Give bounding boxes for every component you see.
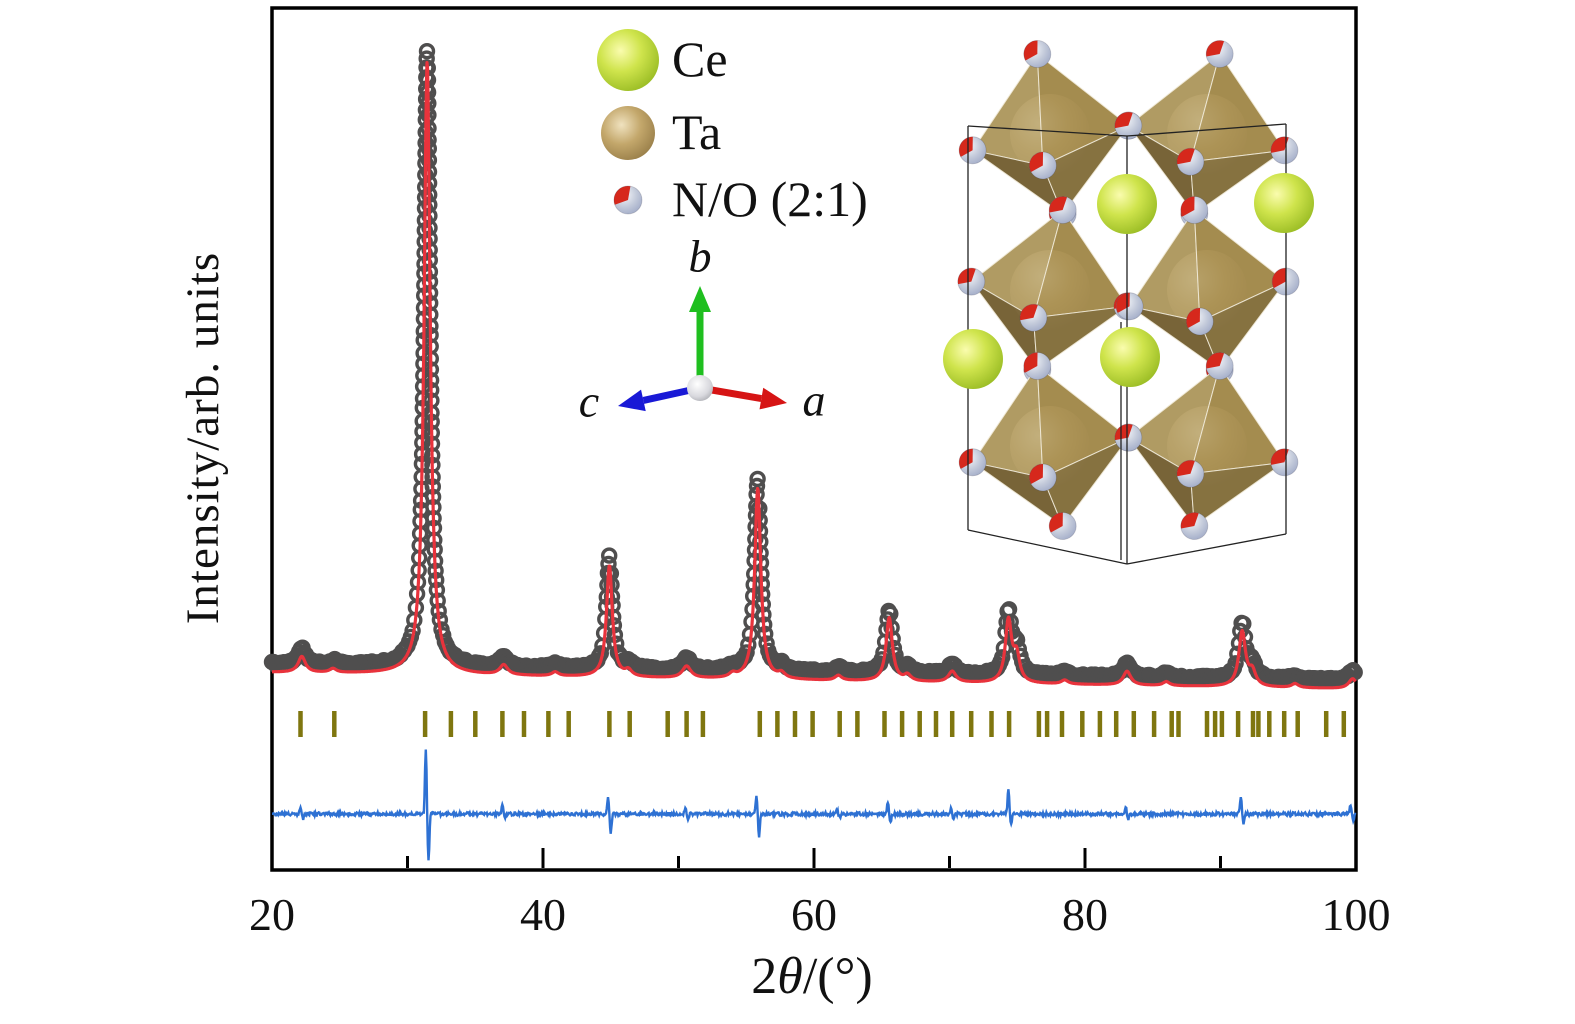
axis-c-label: c <box>578 375 600 427</box>
no-atom <box>1048 512 1077 540</box>
x-tick-labels: 20 40 60 80 100 <box>249 889 1391 940</box>
no-atom <box>1185 307 1214 336</box>
svg-text:80: 80 <box>1062 889 1108 940</box>
svg-text:20: 20 <box>249 889 295 940</box>
no-atom <box>958 448 987 477</box>
no-atom <box>1270 136 1299 165</box>
legend-label-ce: Ce <box>672 30 728 87</box>
no-atom <box>1023 40 1052 68</box>
x-axis-label-units: /(°) <box>802 948 873 1005</box>
axis-b-label: b <box>688 230 712 282</box>
bragg-tick-row <box>298 711 1347 737</box>
triad-origin-sphere <box>687 375 713 401</box>
ta-octahedron <box>958 352 1143 540</box>
ce-atom <box>1097 174 1157 234</box>
theta-symbol: θ <box>777 948 803 1005</box>
no-atom <box>1176 459 1205 488</box>
plot-frame <box>270 6 1358 872</box>
no-atom <box>1023 352 1052 380</box>
svg-text:60: 60 <box>791 889 837 940</box>
ce-sphere-icon <box>597 29 659 91</box>
no-sphere-icon <box>613 185 643 215</box>
no-atom <box>1028 463 1057 492</box>
x-axis-label-coefficient: 2 <box>751 948 778 1005</box>
crystal-axis-triad <box>618 286 787 412</box>
no-atom <box>1180 196 1209 224</box>
no-atom <box>1019 303 1048 332</box>
axis-a-label: a <box>802 374 826 426</box>
ce-atom <box>1100 327 1160 387</box>
no-atom <box>1205 40 1234 68</box>
ta-octahedron <box>1115 196 1300 384</box>
ta-sphere-icon <box>601 106 655 160</box>
crystal-structure-inset <box>943 40 1314 565</box>
svg-text:40: 40 <box>520 889 566 940</box>
y-axis-label: Intensity/arb. units <box>177 251 229 625</box>
legend-markers <box>597 29 659 215</box>
no-atom <box>958 136 987 165</box>
legend-label-no: N/O (2:1) <box>672 170 868 227</box>
difference-curve <box>272 749 1357 861</box>
no-atom <box>1176 147 1205 176</box>
no-atom <box>1180 512 1209 540</box>
ce-atom <box>943 329 1003 389</box>
x-axis-label: 2θ/(°) <box>751 947 872 1006</box>
svg-text:100: 100 <box>1322 889 1391 940</box>
no-atom <box>1114 111 1143 140</box>
no-atom <box>957 267 986 296</box>
no-atom <box>1048 196 1077 224</box>
ce-atom <box>1254 173 1314 233</box>
calculated-curve <box>270 61 1357 690</box>
legend-label-ta: Ta <box>672 103 722 160</box>
no-atom <box>1205 352 1234 380</box>
no-atom <box>1028 151 1057 180</box>
